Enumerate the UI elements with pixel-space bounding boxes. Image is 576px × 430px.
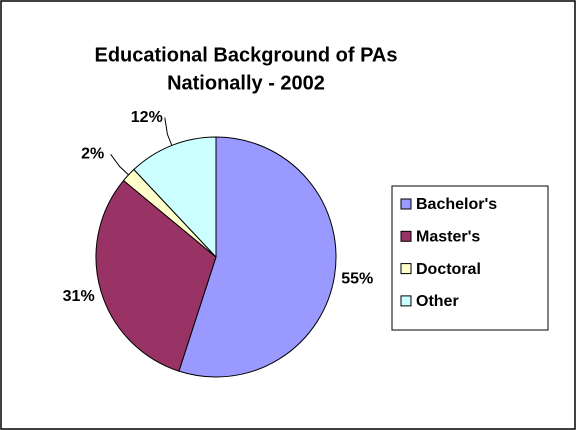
legend-swatch [400,198,412,210]
data-label: 2% [81,146,104,163]
pie-slice [178,136,337,378]
legend-label: Bachelor's [416,196,497,213]
leader-line [110,154,129,176]
data-label: 31% [63,288,95,305]
chart-title: Nationally - 2002 [167,72,325,94]
data-label: 12% [131,109,163,126]
chart-title: Educational Background of PAs [95,44,398,66]
legend-box [391,185,549,331]
legend-label: Master's [416,229,480,246]
legend-swatch [400,295,412,307]
legend-swatch [400,230,412,242]
legend-swatch [400,263,412,275]
leader-line [164,117,173,146]
data-label: 55% [341,271,373,288]
pie-slice [95,179,217,372]
legend-label: Other [416,293,459,310]
legend-label: Doctoral [416,261,481,278]
